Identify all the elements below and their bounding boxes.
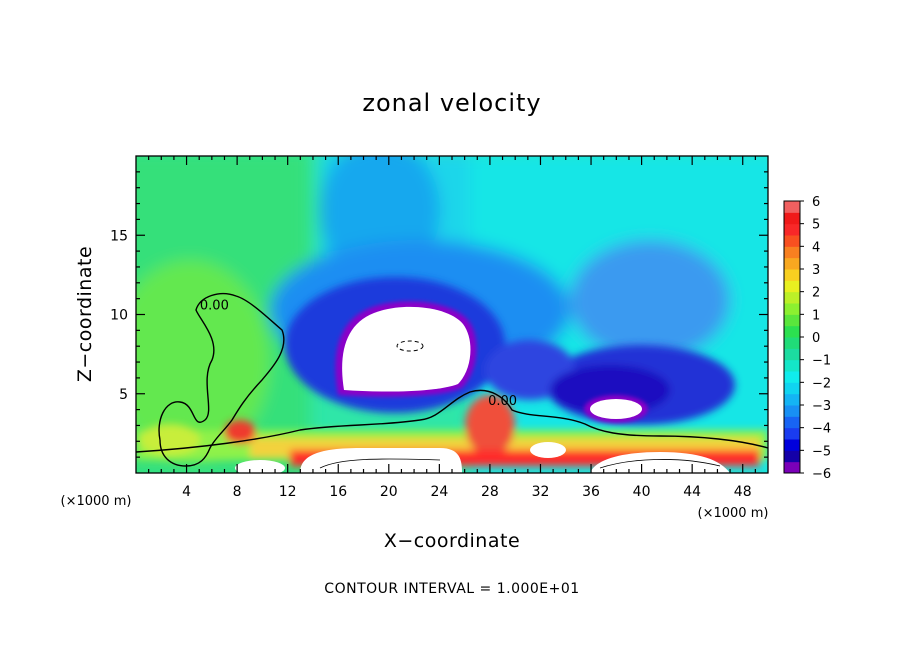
colorbar-tick-label: −6 bbox=[812, 467, 831, 482]
thin-contour-surface-center bbox=[319, 458, 441, 469]
zero-contour-left bbox=[158, 292, 285, 467]
contour-label: 0.00 bbox=[488, 394, 517, 409]
x-tick-label: 8 bbox=[233, 484, 242, 500]
field-red-bump-28 bbox=[465, 395, 515, 455]
colorbar-swatch bbox=[784, 382, 800, 395]
colorbar-tick-label: 2 bbox=[812, 286, 820, 301]
field-white-surface-center bbox=[300, 448, 462, 473]
x-axis-unit-right: (×1000 m) bbox=[698, 506, 769, 521]
x-tick-label: 48 bbox=[734, 484, 752, 500]
y-tick-label: 5 bbox=[119, 387, 128, 403]
colorbar-tick-label: 1 bbox=[812, 308, 820, 323]
y-tick-label: 15 bbox=[110, 228, 128, 244]
colorbar-swatch bbox=[784, 246, 800, 259]
contour-interval-note: CONTOUR INTERVAL = 1.000E+01 bbox=[324, 581, 579, 597]
colorbar-swatch bbox=[784, 359, 800, 372]
colorbar-swatch bbox=[784, 427, 800, 440]
colorbar-swatch bbox=[784, 291, 800, 304]
x-tick-label: 16 bbox=[329, 484, 347, 500]
colorbar-swatch bbox=[784, 348, 800, 361]
colorbar-tick-label: 4 bbox=[812, 240, 820, 255]
y-axis-label: Z−coordinate bbox=[74, 246, 96, 382]
colorbar-swatch bbox=[784, 257, 800, 270]
thin-contour-surface-right bbox=[599, 459, 721, 469]
field-white-core-right bbox=[590, 399, 642, 419]
colorbar-swatch bbox=[784, 280, 800, 293]
chart-title: zonal velocity bbox=[362, 89, 541, 117]
colorbar-swatch bbox=[784, 439, 800, 451]
x-tick-label: 20 bbox=[380, 484, 398, 500]
colorbar-swatch bbox=[784, 303, 800, 315]
y-axis-ticks: 5 10 15 bbox=[110, 171, 768, 458]
x-tick-label: 36 bbox=[582, 484, 600, 500]
colorbar: 6 5 4 3 2 1 0 −1 −2 −3 −4 −5 −6 bbox=[783, 195, 831, 482]
dashed-contour-core bbox=[396, 340, 424, 352]
field-white-surface-left bbox=[235, 460, 285, 473]
colorbar-swatch bbox=[784, 269, 800, 281]
colorbar-tick-label: 0 bbox=[812, 331, 820, 346]
colorbar-tick-label: −2 bbox=[812, 376, 831, 391]
colorbar-tick-label: −4 bbox=[812, 422, 831, 437]
colorbar-tick-label: 6 bbox=[812, 195, 820, 210]
colorbar-swatch bbox=[784, 405, 800, 417]
colorbar-swatch bbox=[784, 325, 800, 338]
heatmap-field bbox=[136, 156, 768, 473]
colorbar-swatch bbox=[784, 235, 800, 247]
field-white-surface-small bbox=[530, 442, 566, 458]
colorbar-swatch bbox=[784, 393, 800, 406]
x-tick-label: 28 bbox=[481, 484, 499, 500]
x-tick-label: 4 bbox=[182, 484, 191, 500]
colorbar-swatch bbox=[784, 371, 800, 383]
colorbar-tick-label: 3 bbox=[812, 263, 820, 278]
x-axis-ticks: 4 8 12 16 20 24 28 32 36 40 44 48 bbox=[148, 156, 756, 500]
colorbar-swatch bbox=[784, 450, 800, 463]
field-white-surface-right bbox=[590, 452, 730, 473]
contour-label: 0.00 bbox=[200, 299, 229, 314]
colorbar-swatch bbox=[784, 337, 800, 349]
x-tick-label: 40 bbox=[633, 484, 651, 500]
colorbar-swatch bbox=[784, 314, 800, 327]
zero-contour-surface bbox=[136, 389, 768, 453]
colorbar-swatch bbox=[784, 461, 800, 474]
field-right-blue-plume bbox=[570, 240, 730, 360]
colorbar-swatch bbox=[784, 201, 800, 213]
colorbar-swatch bbox=[784, 212, 800, 225]
field-left-core bbox=[136, 260, 270, 460]
x-tick-label: 32 bbox=[532, 484, 550, 500]
colorbar-swatch bbox=[784, 416, 800, 429]
colorbar-tick-label: −3 bbox=[812, 399, 831, 414]
field-white-core-main bbox=[342, 306, 471, 392]
colorbar-tick-label: −1 bbox=[812, 354, 831, 369]
field-red-bump-8 bbox=[224, 420, 256, 444]
x-tick-label: 12 bbox=[279, 484, 297, 500]
y-tick-label: 10 bbox=[110, 308, 128, 324]
x-tick-label: 44 bbox=[683, 484, 701, 500]
contour-labels: 0.00 0.00 bbox=[200, 299, 517, 409]
x-axis-label: X−coordinate bbox=[384, 530, 520, 552]
colorbar-tick-label: 5 bbox=[812, 218, 820, 233]
x-tick-label: 24 bbox=[430, 484, 448, 500]
colorbar-swatch bbox=[784, 223, 800, 236]
x-axis-unit-left: (×1000 m) bbox=[61, 494, 132, 509]
colorbar-tick-label: −5 bbox=[812, 444, 831, 459]
